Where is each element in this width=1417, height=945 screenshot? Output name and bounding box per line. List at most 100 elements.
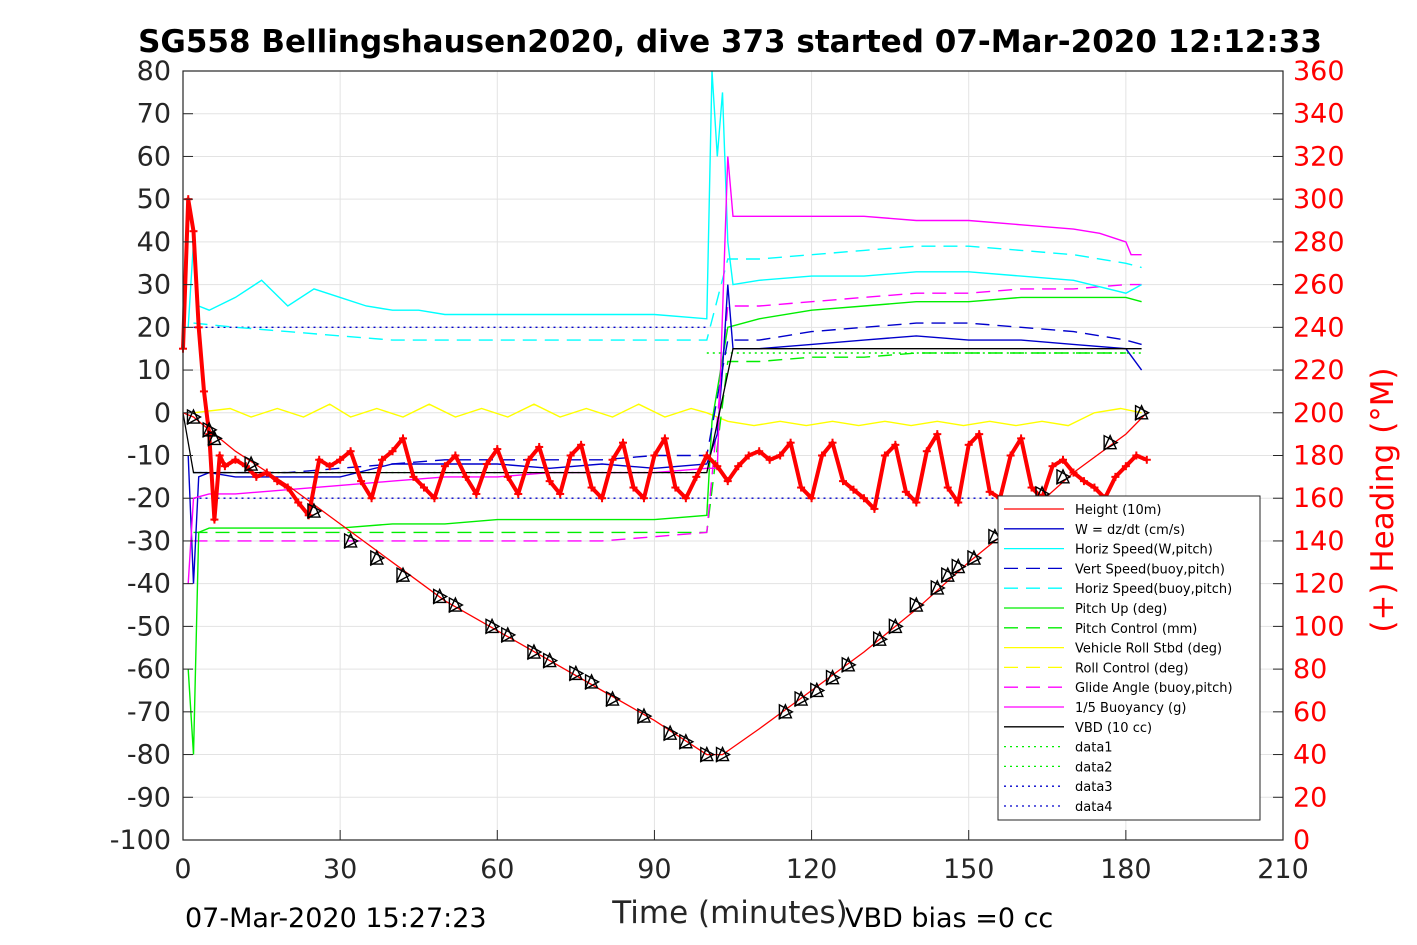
triangle-marker xyxy=(909,596,925,614)
triangle-marker xyxy=(432,587,449,605)
left-tick-label: 10 xyxy=(137,355,171,386)
heading-point xyxy=(220,462,229,471)
legend-entry: 1/5 Buoyancy (g) xyxy=(1004,701,1186,716)
left-tick-label: 60 xyxy=(137,141,171,172)
triangle-marker xyxy=(1055,468,1072,486)
left-tick-label: -20 xyxy=(127,483,171,514)
series-vbd xyxy=(182,348,1142,474)
heading-point xyxy=(210,515,219,524)
heading-point xyxy=(315,455,324,464)
right-tick-label: 80 xyxy=(1293,654,1327,685)
triangle-marker xyxy=(966,549,983,567)
heading-point xyxy=(409,472,418,481)
heading-point xyxy=(367,494,376,503)
heading-point xyxy=(472,489,481,498)
heading-point xyxy=(839,477,847,486)
legend-entry: Pitch Up (deg) xyxy=(1004,602,1167,617)
right-tick-label: 40 xyxy=(1293,740,1327,771)
heading-point xyxy=(943,483,952,492)
legend-entry: Height (10m) xyxy=(1004,503,1161,518)
heading-point xyxy=(713,462,722,471)
heading-point xyxy=(1090,483,1099,492)
triangle-marker xyxy=(699,745,716,763)
legend-entry: Horiz Speed(W,pitch) xyxy=(1004,543,1213,558)
heading-point xyxy=(388,447,397,456)
left-tick-label: 50 xyxy=(137,184,171,215)
heading-point xyxy=(629,483,638,492)
legend-label: data2 xyxy=(1075,760,1113,775)
right-tick-label: 20 xyxy=(1293,782,1327,813)
legend-entry: Glide Angle (buoy,pitch) xyxy=(1004,681,1233,696)
heading-point xyxy=(723,477,732,486)
heading-point xyxy=(671,483,680,492)
triangle-marker xyxy=(930,579,946,597)
heading-point xyxy=(891,440,900,449)
triangle-marker xyxy=(526,643,543,661)
left-tick-label: -90 xyxy=(127,782,171,813)
triangle-marker xyxy=(888,617,904,635)
legend-label: Glide Angle (buoy,pitch) xyxy=(1075,681,1233,696)
heading-point xyxy=(378,455,387,464)
left-tick-label: 20 xyxy=(137,312,171,343)
heading-point xyxy=(1132,451,1141,460)
heading-point xyxy=(608,455,617,464)
triangle-marker xyxy=(794,690,810,708)
heading-point xyxy=(399,434,407,443)
triangle-marker xyxy=(678,733,695,750)
legend-label: Horiz Speed(W,pitch) xyxy=(1075,543,1213,558)
right-tick-label: 320 xyxy=(1293,141,1345,172)
heading-point xyxy=(1121,462,1130,471)
heading-point xyxy=(964,440,973,449)
triangle-marker xyxy=(306,502,323,520)
legend-label: Pitch Up (deg) xyxy=(1075,602,1167,617)
heading-point xyxy=(776,451,785,460)
right-tick-label: 300 xyxy=(1293,184,1345,215)
heading-point xyxy=(922,447,931,456)
series-roll xyxy=(193,403,1142,427)
heading-point xyxy=(419,483,428,492)
triangle-marker xyxy=(809,681,826,699)
right-tick-label: 360 xyxy=(1293,56,1345,87)
heading-point xyxy=(650,451,659,460)
x-axis-label: Time (minutes) xyxy=(611,895,847,931)
triangle-marker xyxy=(244,455,260,473)
triangle-marker xyxy=(395,566,412,584)
right-tick-label: 160 xyxy=(1293,483,1345,514)
right-tick-label: 220 xyxy=(1293,355,1345,386)
heading-point xyxy=(514,489,523,498)
left-tick-label: 70 xyxy=(137,99,171,130)
heading-point xyxy=(346,447,355,456)
heading-point xyxy=(252,472,261,481)
heading-point xyxy=(587,483,596,492)
left-tick-label: -70 xyxy=(127,697,171,728)
x-tick-label: 0 xyxy=(174,854,191,885)
triangle-marker xyxy=(448,596,464,614)
heading-point xyxy=(524,455,533,464)
heading-point xyxy=(1027,483,1036,492)
heading-point xyxy=(859,494,868,503)
series-pitch-up xyxy=(187,296,1142,755)
x-tick-label: 150 xyxy=(943,854,995,885)
heading-point xyxy=(262,468,271,477)
x-tick-label: 90 xyxy=(637,854,671,885)
legend-entry: data4 xyxy=(1004,800,1113,815)
heading-point xyxy=(273,477,282,486)
x-tick-label: 30 xyxy=(323,854,357,885)
heading-point xyxy=(194,323,203,332)
right-tick-label: 200 xyxy=(1293,398,1345,429)
heading-point xyxy=(975,430,984,439)
heading-point xyxy=(545,477,554,486)
heading-point xyxy=(325,462,334,471)
triangle-marker xyxy=(1134,404,1151,421)
left-tick-label: -100 xyxy=(110,825,171,856)
legend-entry: W = dz/dt (cm/s) xyxy=(1004,523,1185,538)
left-tick-label: 80 xyxy=(137,56,171,87)
triangle-marker xyxy=(484,617,501,635)
triangle-marker xyxy=(542,651,559,669)
left-tick-label: -80 xyxy=(127,740,171,771)
heading-point xyxy=(870,504,879,513)
heading-point xyxy=(849,485,858,494)
heading-point xyxy=(1048,462,1057,471)
legend-entry: Horiz Speed(buoy,pitch) xyxy=(1004,582,1232,597)
triangle-marker xyxy=(841,656,857,674)
